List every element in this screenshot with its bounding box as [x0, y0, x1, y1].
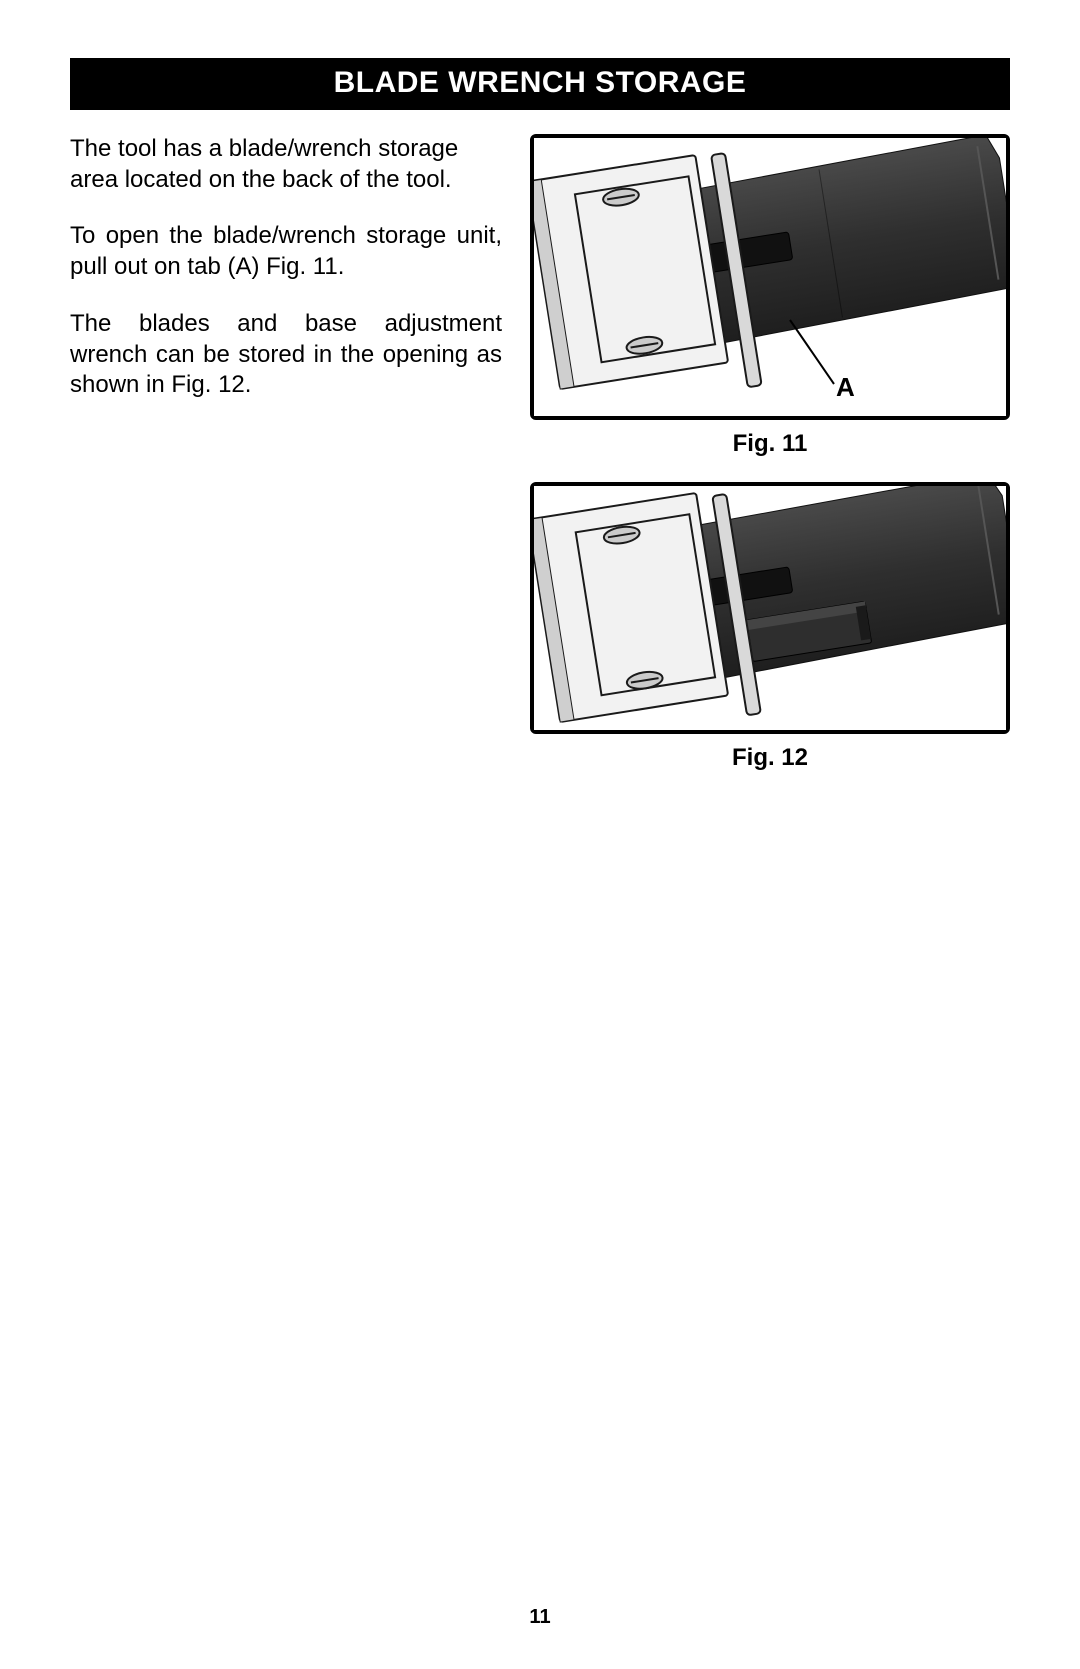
paragraph-1: The tool has a blade/wrench storage area… — [70, 134, 502, 195]
figure-12 — [530, 482, 1010, 734]
figure-12-caption: Fig. 12 — [530, 744, 1010, 772]
page-number: 11 — [0, 1606, 1080, 1629]
figure-12-illustration — [534, 486, 1006, 730]
figure-column: A Fig. 11 — [530, 134, 1010, 796]
paragraph-3: The blades and base adjustment wrench ca… — [70, 309, 502, 401]
content-row: The tool has a blade/wrench storage area… — [70, 134, 1010, 796]
figure-11: A — [530, 134, 1010, 420]
section-title: BLADE WRENCH STORAGE — [334, 66, 747, 99]
callout-a-label: A — [836, 372, 855, 402]
text-column: The tool has a blade/wrench storage area… — [70, 134, 502, 796]
manual-page: BLADE WRENCH STORAGE The tool has a blad… — [0, 0, 1080, 1669]
section-title-bar: BLADE WRENCH STORAGE — [70, 58, 1010, 110]
figure-11-illustration: A — [534, 138, 1006, 416]
figure-11-caption: Fig. 11 — [530, 430, 1010, 458]
paragraph-2: To open the blade/wrench storage unit, p… — [70, 221, 502, 282]
